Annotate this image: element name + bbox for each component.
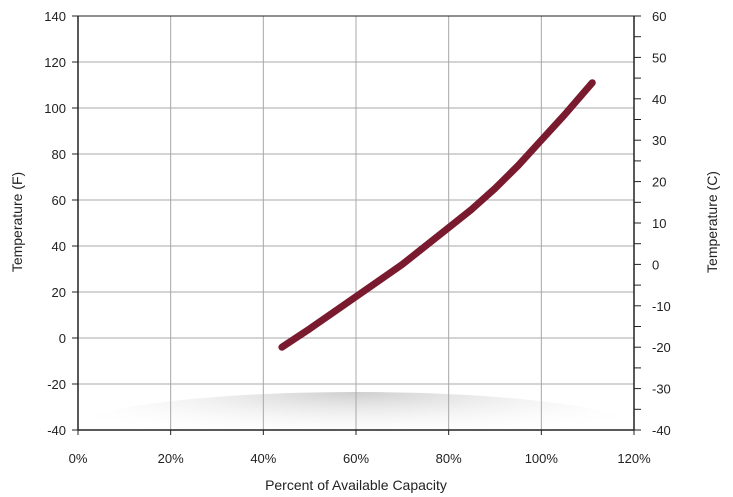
x-axis-title: Percent of Available Capacity: [265, 477, 447, 493]
x-tick-label: 0%: [69, 451, 88, 466]
y2-tick-label: 10: [652, 216, 666, 231]
y2-tick-label: 0: [652, 257, 659, 272]
y-tick-label: 120: [44, 55, 66, 70]
series-layer: [278, 79, 596, 351]
y2-tick-label: 40: [652, 92, 666, 107]
x-tick-label: 80%: [436, 451, 462, 466]
y2-axis-title: Temperature (C): [704, 171, 720, 273]
x-tick-label: 100%: [525, 451, 559, 466]
x-tick-label: 20%: [158, 451, 184, 466]
y-tick-label: 40: [52, 239, 66, 254]
y-tick-label: 140: [44, 9, 66, 24]
x-tick-label: 40%: [250, 451, 276, 466]
y2-tick-label: 30: [652, 133, 666, 148]
y2-tick-label: 20: [652, 175, 666, 190]
y2-tick-label: -40: [652, 423, 671, 438]
grid: [78, 16, 634, 430]
y-tick-label: -40: [47, 423, 66, 438]
x-tick-label: 120%: [617, 451, 651, 466]
y2-tick-label: 50: [652, 50, 666, 65]
y-tick-label: 80: [52, 147, 66, 162]
y-tick-label: 0: [59, 331, 66, 346]
y-tick-label: 60: [52, 193, 66, 208]
y-tick-label: -20: [47, 377, 66, 392]
y-tick-label: 20: [52, 285, 66, 300]
x-tick-label: 60%: [343, 451, 369, 466]
y2-tick-label: -30: [652, 382, 671, 397]
series-line: [278, 79, 596, 351]
y-axis-title: Temperature (F): [9, 172, 25, 272]
y2-tick-label: -10: [652, 299, 671, 314]
y2-tick-label: 60: [652, 9, 666, 24]
tick-labels: 0% 20% 40% 60% 80% 100% 120%140120100806040200…: [44, 9, 671, 466]
y-tick-label: 100: [44, 101, 66, 116]
y2-tick-label: -20: [652, 340, 671, 355]
axes: [72, 15, 641, 435]
